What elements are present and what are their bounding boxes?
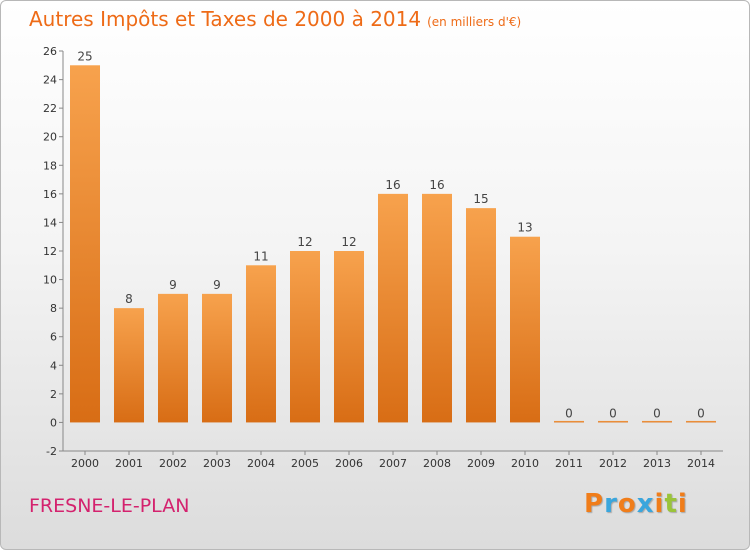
y-tick-label: 26 bbox=[43, 45, 57, 58]
y-tick-label: 14 bbox=[43, 216, 57, 229]
commune-name: FRESNE-LE-PLAN bbox=[29, 495, 190, 517]
x-tick-label: 2007 bbox=[379, 457, 407, 470]
x-tick-label: 2002 bbox=[159, 457, 187, 470]
bar bbox=[114, 308, 144, 423]
x-tick-label: 2008 bbox=[423, 457, 451, 470]
logo-letter: t bbox=[664, 489, 678, 519]
bar bbox=[466, 208, 496, 423]
bar bbox=[334, 251, 364, 423]
x-tick-label: 2010 bbox=[511, 457, 539, 470]
value-label: 8 bbox=[125, 292, 133, 306]
y-tick-label: 4 bbox=[50, 359, 57, 372]
x-tick-label: 2003 bbox=[203, 457, 231, 470]
y-tick-label: 12 bbox=[43, 245, 57, 258]
bar bbox=[202, 293, 232, 423]
logo-letter: i bbox=[677, 489, 688, 519]
value-label: 0 bbox=[653, 406, 661, 420]
y-tick-label: 8 bbox=[50, 302, 57, 315]
value-label: 16 bbox=[385, 178, 400, 192]
value-label: 9 bbox=[169, 278, 177, 292]
value-label: 0 bbox=[565, 406, 573, 420]
y-tick-label: 18 bbox=[43, 159, 57, 172]
y-tick-label: 22 bbox=[43, 102, 57, 115]
y-tick-label: 6 bbox=[50, 331, 57, 344]
chart-title: Autres Impôts et Taxes de 2000 à 2014 (en… bbox=[29, 7, 521, 31]
y-tick-label: 0 bbox=[50, 416, 57, 429]
chart-unit-label: (en milliers d'€) bbox=[427, 15, 522, 29]
y-tick-label: 10 bbox=[43, 274, 57, 287]
bar bbox=[598, 420, 628, 423]
bar bbox=[158, 293, 188, 423]
bar bbox=[642, 420, 672, 423]
bar bbox=[290, 251, 320, 423]
bar bbox=[422, 193, 452, 423]
bar bbox=[70, 65, 100, 423]
value-label: 11 bbox=[253, 249, 268, 263]
value-label: 13 bbox=[517, 221, 532, 235]
x-tick-label: 2004 bbox=[247, 457, 275, 470]
y-tick-label: 24 bbox=[43, 74, 57, 87]
value-label: 12 bbox=[297, 235, 312, 249]
bar bbox=[554, 420, 584, 423]
value-label: 16 bbox=[429, 178, 444, 192]
value-label: 12 bbox=[341, 235, 356, 249]
x-tick-label: 2006 bbox=[335, 457, 363, 470]
x-tick-label: 2005 bbox=[291, 457, 319, 470]
y-tick-label: -2 bbox=[46, 445, 57, 458]
logo-letter: r bbox=[604, 489, 618, 519]
x-tick-label: 2011 bbox=[555, 457, 583, 470]
bar bbox=[378, 193, 408, 423]
bar bbox=[246, 265, 276, 423]
value-label: 0 bbox=[697, 406, 705, 420]
x-tick-label: 2014 bbox=[687, 457, 715, 470]
value-label: 9 bbox=[213, 278, 221, 292]
value-label: 25 bbox=[77, 49, 92, 63]
x-axis: 2000 2001 2002 2003 2004 2005 2006 2007 2008 2009… bbox=[63, 450, 723, 470]
bar bbox=[510, 236, 540, 423]
y-tick-label: 20 bbox=[43, 131, 57, 144]
logo-letter: i bbox=[654, 489, 665, 519]
x-tick-label: 2009 bbox=[467, 457, 495, 470]
x-tick-label: 2013 bbox=[643, 457, 671, 470]
bars bbox=[70, 65, 716, 423]
x-tick-label: 2012 bbox=[599, 457, 627, 470]
value-label: 15 bbox=[473, 192, 488, 206]
logo-letter: P bbox=[584, 489, 605, 519]
y-tick-label: 2 bbox=[50, 388, 57, 401]
x-tick-label: 2001 bbox=[115, 457, 143, 470]
value-label: 0 bbox=[609, 406, 617, 420]
logo-letter: x bbox=[636, 489, 655, 519]
logo-letter: o bbox=[617, 489, 637, 519]
value-labels: 25 8 9 9 11 12 12 16 16 15 13 0 0 0 0 bbox=[77, 49, 704, 420]
x-tick-label: 2000 bbox=[71, 457, 99, 470]
proxiti-logo[interactable]: Proxiti bbox=[584, 489, 688, 519]
bar bbox=[686, 420, 716, 423]
y-tick-label: 16 bbox=[43, 188, 57, 201]
chart-title-text: Autres Impôts et Taxes de 2000 à 2014 bbox=[29, 7, 422, 31]
